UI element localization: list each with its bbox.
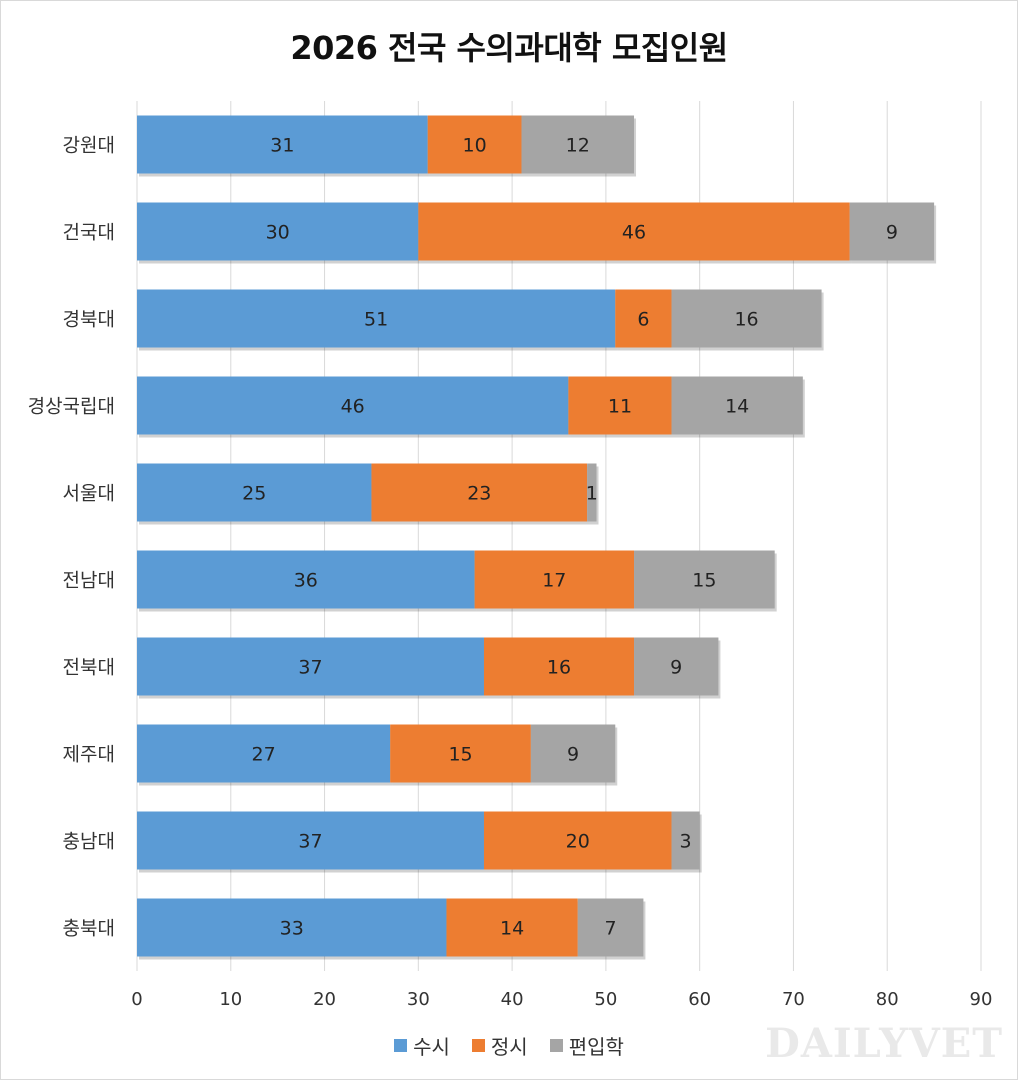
y-tick-label-4: 서울대 xyxy=(63,483,115,505)
bar-transfer-7 xyxy=(530,724,616,783)
data-label-jeongsi-2: 6 xyxy=(637,309,649,331)
data-label-susi-7: 27 xyxy=(252,744,276,766)
x-tick-label-80: 80 xyxy=(876,989,899,1010)
data-label-jeongsi-1: 46 xyxy=(622,222,646,244)
bar-transfer-4 xyxy=(587,463,597,522)
data-label-susi-1: 30 xyxy=(266,222,290,244)
data-label-transfer-7: 9 xyxy=(567,744,579,766)
legend: 수시 정시 편입학 xyxy=(1,1031,1017,1060)
data-label-transfer-6: 9 xyxy=(670,657,682,679)
x-tick-label-30: 30 xyxy=(407,989,430,1010)
data-label-transfer-4: 1 xyxy=(586,483,598,505)
data-label-susi-8: 37 xyxy=(298,831,322,853)
bar-jeongsi-7 xyxy=(390,724,531,783)
x-tick-label-50: 50 xyxy=(594,989,617,1010)
bar-susi-1 xyxy=(137,202,419,261)
x-tick-label-60: 60 xyxy=(688,989,711,1010)
data-label-transfer-5: 15 xyxy=(692,570,716,592)
bar-susi-8 xyxy=(137,811,484,870)
data-label-susi-5: 36 xyxy=(294,570,318,592)
bar-jeongsi-3 xyxy=(568,376,672,435)
x-tick-label-10: 10 xyxy=(219,989,242,1010)
legend-label-jeongsi: 정시 xyxy=(490,1035,528,1059)
bar-jeongsi-6 xyxy=(483,637,635,696)
data-label-jeongsi-6: 16 xyxy=(547,657,571,679)
bar-jeongsi-5 xyxy=(474,550,635,609)
y-tick-label-8: 충남대 xyxy=(63,831,115,853)
x-tick-label-70: 70 xyxy=(782,989,805,1010)
bar-susi-7 xyxy=(137,724,391,783)
bar-susi-2 xyxy=(137,289,616,348)
legend-swatch-susi xyxy=(394,1039,408,1052)
bar-transfer-1 xyxy=(849,202,935,261)
bar-transfer-0 xyxy=(521,115,635,174)
legend-label-transfer: 편입학 xyxy=(568,1035,624,1059)
data-label-jeongsi-5: 17 xyxy=(542,570,566,592)
x-tick-label-0: 0 xyxy=(131,989,142,1010)
data-label-jeongsi-8: 20 xyxy=(566,831,590,853)
x-tick-label-40: 40 xyxy=(501,989,524,1010)
legend-swatch-transfer xyxy=(549,1039,563,1052)
data-label-jeongsi-4: 23 xyxy=(467,483,491,505)
x-tick-label-90: 90 xyxy=(970,989,993,1010)
bar-jeongsi-8 xyxy=(483,811,672,870)
y-tick-label-2: 경북대 xyxy=(63,309,115,331)
data-label-transfer-0: 12 xyxy=(566,135,590,157)
data-label-jeongsi-9: 14 xyxy=(500,918,524,940)
data-label-susi-4: 25 xyxy=(242,483,266,505)
bar-susi-9 xyxy=(137,898,447,957)
bar-transfer-3 xyxy=(671,376,803,435)
watermark-logo: DAILYVET xyxy=(765,1020,1003,1067)
bar-susi-5 xyxy=(137,550,475,609)
bar-transfer-5 xyxy=(634,550,775,609)
y-tick-label-5: 전남대 xyxy=(63,570,115,592)
legend-item-jeongsi: 정시 xyxy=(471,1031,528,1060)
legend-item-susi: 수시 xyxy=(394,1031,450,1060)
bar-transfer-8 xyxy=(671,811,700,870)
data-label-transfer-1: 9 xyxy=(886,222,898,244)
bar-jeongsi-2 xyxy=(615,289,672,348)
legend-swatch-jeongsi xyxy=(471,1039,485,1052)
bar-susi-0 xyxy=(137,115,428,174)
chart-title: 2026 전국 수의과대학 모집인원 xyxy=(290,29,728,67)
bar-susi-3 xyxy=(137,376,569,435)
data-label-transfer-9: 7 xyxy=(605,918,617,940)
data-label-jeongsi-0: 10 xyxy=(463,135,487,157)
bar-jeongsi-4 xyxy=(371,463,588,522)
data-label-jeongsi-3: 11 xyxy=(608,396,632,418)
y-tick-label-7: 제주대 xyxy=(63,744,115,766)
data-label-susi-0: 31 xyxy=(270,135,294,157)
legend-item-transfer: 편입학 xyxy=(549,1031,624,1060)
data-label-transfer-3: 14 xyxy=(725,396,749,418)
bar-transfer-2 xyxy=(671,289,822,348)
data-label-susi-2: 51 xyxy=(364,309,388,331)
y-tick-label-6: 전북대 xyxy=(63,657,115,679)
y-tick-label-9: 충북대 xyxy=(63,918,115,940)
y-tick-label-3: 경상국립대 xyxy=(28,396,115,418)
x-tick-label-20: 20 xyxy=(313,989,336,1010)
data-label-jeongsi-7: 15 xyxy=(448,744,472,766)
legend-label-susi: 수시 xyxy=(413,1035,450,1059)
bar-susi-6 xyxy=(137,637,484,696)
bar-transfer-6 xyxy=(634,637,719,696)
data-label-susi-3: 46 xyxy=(341,396,365,418)
bar-jeongsi-1 xyxy=(418,202,850,261)
bar-jeongsi-9 xyxy=(446,898,578,957)
data-label-transfer-2: 16 xyxy=(734,309,758,331)
y-tick-label-0: 강원대 xyxy=(63,135,115,157)
data-label-susi-9: 33 xyxy=(280,918,304,940)
data-label-susi-6: 37 xyxy=(298,657,322,679)
y-tick-label-1: 건국대 xyxy=(63,222,115,244)
bar-susi-4 xyxy=(137,463,372,522)
data-label-transfer-8: 3 xyxy=(680,831,692,853)
bar-transfer-9 xyxy=(577,898,644,957)
bar-jeongsi-0 xyxy=(427,115,522,174)
